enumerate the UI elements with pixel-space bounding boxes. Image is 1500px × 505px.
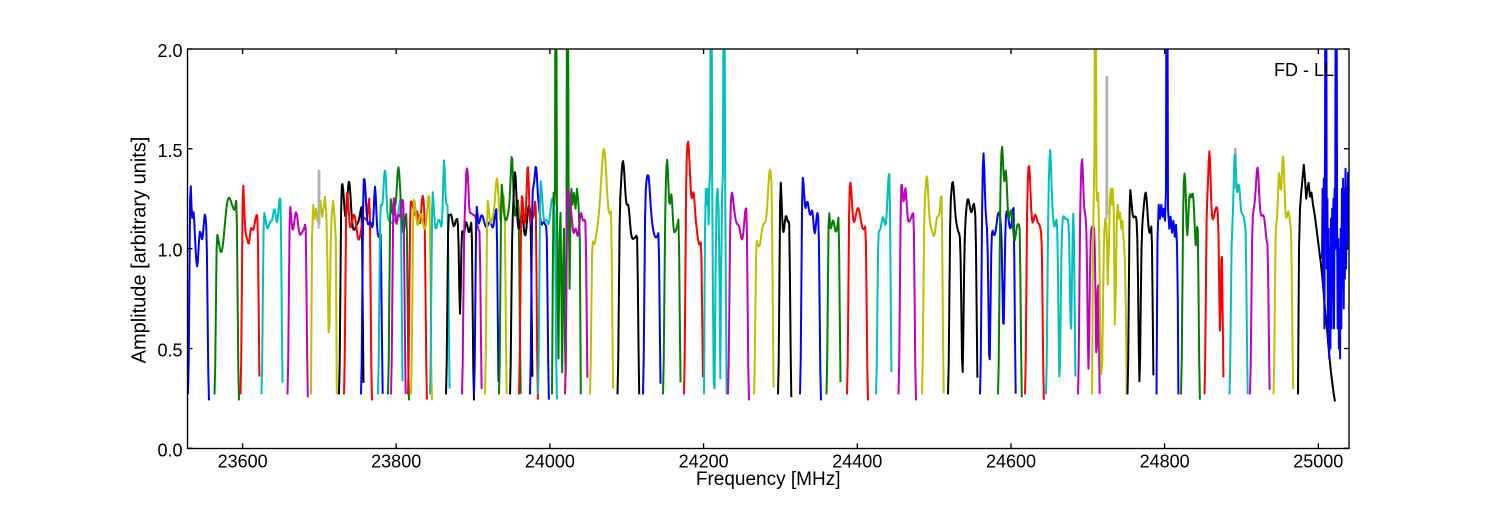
svg-text:23800: 23800	[371, 452, 421, 472]
svg-text:1.5: 1.5	[157, 141, 182, 161]
svg-text:24600: 24600	[986, 452, 1036, 472]
svg-text:FD - LL: FD - LL	[1274, 60, 1334, 80]
svg-text:0.5: 0.5	[157, 341, 182, 361]
svg-text:Frequency [MHz]: Frequency [MHz]	[696, 469, 841, 490]
svg-text:24400: 24400	[832, 452, 882, 472]
svg-text:Amplitude [arbitrary units]: Amplitude [arbitrary units]	[129, 137, 151, 364]
svg-text:24000: 24000	[525, 452, 575, 472]
svg-text:1.0: 1.0	[157, 241, 182, 261]
svg-text:23600: 23600	[218, 452, 268, 472]
svg-text:2.0: 2.0	[157, 41, 182, 61]
svg-text:24800: 24800	[1140, 452, 1190, 472]
svg-text:25000: 25000	[1293, 452, 1343, 472]
svg-text:24200: 24200	[679, 452, 729, 472]
svg-text:0.0: 0.0	[157, 440, 182, 460]
